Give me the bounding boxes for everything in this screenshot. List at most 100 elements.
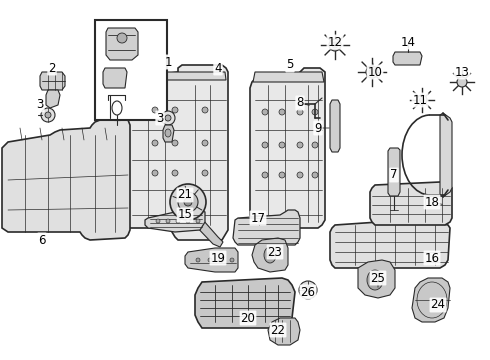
Ellipse shape	[117, 33, 127, 43]
Ellipse shape	[366, 66, 378, 78]
Ellipse shape	[279, 109, 285, 115]
Polygon shape	[185, 248, 238, 272]
Polygon shape	[412, 278, 450, 322]
Ellipse shape	[45, 112, 51, 118]
Text: 16: 16	[424, 252, 440, 265]
Polygon shape	[163, 125, 174, 142]
Ellipse shape	[196, 219, 200, 223]
Ellipse shape	[312, 142, 318, 148]
Text: 25: 25	[370, 271, 386, 284]
Text: 20: 20	[241, 311, 255, 324]
Text: 7: 7	[390, 168, 398, 181]
Polygon shape	[330, 100, 340, 152]
Ellipse shape	[184, 198, 192, 206]
Ellipse shape	[172, 107, 178, 113]
Text: 5: 5	[286, 58, 294, 72]
Ellipse shape	[220, 258, 224, 262]
Bar	[95, 20, 167, 120]
Ellipse shape	[262, 172, 268, 178]
Ellipse shape	[279, 142, 285, 148]
Text: 12: 12	[327, 36, 343, 49]
Text: 24: 24	[431, 298, 445, 311]
Ellipse shape	[367, 270, 383, 290]
Polygon shape	[330, 220, 450, 268]
Ellipse shape	[262, 109, 268, 115]
Text: 14: 14	[400, 36, 416, 49]
Ellipse shape	[41, 108, 55, 122]
Text: 3: 3	[156, 112, 164, 125]
Polygon shape	[252, 238, 288, 272]
Polygon shape	[268, 318, 300, 345]
Ellipse shape	[299, 281, 317, 299]
Ellipse shape	[297, 172, 303, 178]
Ellipse shape	[264, 247, 276, 263]
Ellipse shape	[161, 111, 175, 125]
Text: 3: 3	[36, 99, 44, 112]
Ellipse shape	[268, 252, 272, 258]
Text: 9: 9	[314, 122, 322, 135]
Text: 13: 13	[455, 66, 469, 78]
Polygon shape	[106, 28, 138, 60]
Ellipse shape	[165, 129, 171, 137]
Ellipse shape	[152, 170, 158, 176]
Ellipse shape	[208, 258, 212, 262]
Ellipse shape	[369, 69, 375, 75]
Ellipse shape	[329, 39, 341, 51]
Polygon shape	[393, 52, 422, 65]
Polygon shape	[370, 182, 452, 225]
Ellipse shape	[178, 192, 198, 212]
Ellipse shape	[279, 172, 285, 178]
Polygon shape	[190, 212, 223, 247]
Text: 8: 8	[296, 96, 304, 109]
Polygon shape	[2, 118, 130, 240]
Polygon shape	[440, 113, 452, 197]
Text: 18: 18	[424, 195, 440, 208]
Ellipse shape	[176, 219, 180, 223]
Text: 26: 26	[300, 285, 316, 298]
Text: 21: 21	[177, 189, 193, 202]
Ellipse shape	[419, 98, 424, 103]
Polygon shape	[145, 210, 205, 232]
Ellipse shape	[304, 286, 312, 294]
Text: 19: 19	[211, 252, 225, 265]
Text: 6: 6	[38, 234, 46, 247]
Ellipse shape	[202, 140, 208, 146]
Ellipse shape	[186, 219, 190, 223]
Polygon shape	[134, 72, 226, 80]
Ellipse shape	[457, 77, 467, 87]
Text: 4: 4	[214, 62, 222, 75]
Ellipse shape	[166, 219, 170, 223]
Ellipse shape	[312, 172, 318, 178]
Ellipse shape	[172, 140, 178, 146]
Text: 15: 15	[177, 208, 193, 221]
Text: 23: 23	[268, 246, 282, 258]
Ellipse shape	[170, 184, 206, 220]
Polygon shape	[388, 148, 400, 196]
Text: 2: 2	[48, 62, 56, 75]
Text: 22: 22	[270, 324, 286, 337]
Polygon shape	[253, 72, 324, 82]
Ellipse shape	[262, 142, 268, 148]
Ellipse shape	[172, 170, 178, 176]
Polygon shape	[40, 72, 65, 90]
Ellipse shape	[297, 142, 303, 148]
Ellipse shape	[202, 107, 208, 113]
Polygon shape	[46, 90, 60, 108]
Ellipse shape	[202, 170, 208, 176]
Ellipse shape	[165, 115, 171, 121]
Polygon shape	[358, 260, 395, 298]
Ellipse shape	[196, 258, 200, 262]
Polygon shape	[233, 210, 300, 245]
Text: 11: 11	[413, 94, 427, 107]
Ellipse shape	[152, 107, 158, 113]
Text: 10: 10	[368, 66, 382, 78]
Ellipse shape	[297, 109, 303, 115]
Ellipse shape	[156, 219, 160, 223]
Ellipse shape	[417, 95, 427, 105]
Polygon shape	[103, 68, 127, 88]
Polygon shape	[126, 65, 228, 240]
Text: 1: 1	[164, 55, 172, 68]
Ellipse shape	[332, 42, 338, 48]
Polygon shape	[195, 278, 295, 328]
Text: 17: 17	[250, 211, 266, 225]
